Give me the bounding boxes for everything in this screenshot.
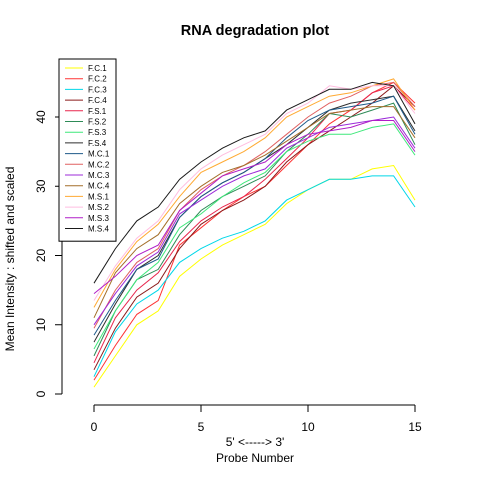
- series-line-m-s-1: [93, 78, 416, 308]
- legend-label: M.S.3: [88, 214, 109, 223]
- x-tick-label: 0: [91, 420, 98, 434]
- legend-label: M.S.2: [88, 203, 109, 212]
- x-axis-label-top: 5' <-----> 3': [226, 435, 285, 449]
- y-tick-label: 20: [34, 249, 48, 263]
- legend-label: M.S.4: [88, 225, 109, 234]
- series-line-m-c-1: [93, 95, 416, 336]
- legend-label: M.S.1: [88, 192, 109, 201]
- legend-label: F.C.2: [88, 75, 107, 84]
- legend-label: F.C.4: [88, 96, 107, 105]
- y-tick-label: 30: [34, 179, 48, 193]
- x-axis: 0 5 10 15: [91, 404, 422, 434]
- series-line-m-c-3: [93, 116, 416, 326]
- legend-label: F.C.1: [88, 64, 107, 73]
- series-line-f-c-4: [93, 85, 416, 371]
- series-line-m-c-2: [93, 81, 416, 329]
- series-line-f-c-3: [93, 175, 416, 377]
- legend-label: F.C.3: [88, 85, 107, 94]
- series-line-f-s-3: [93, 123, 416, 350]
- series-line-f-c-2: [93, 81, 416, 381]
- series-line-m-c-4: [93, 106, 416, 319]
- series-line-f-s-2: [93, 102, 416, 357]
- series-line-m-s-2: [93, 85, 416, 301]
- x-tick-label: 5: [198, 420, 205, 434]
- series-line-f-s-4: [93, 95, 416, 343]
- series-line-f-c-1: [93, 164, 416, 388]
- series-line-m-s-4: [93, 81, 416, 284]
- series-line-m-s-3: [93, 120, 416, 294]
- y-tick-label: 40: [34, 110, 48, 124]
- y-axis: 0 10 20 30 40: [34, 110, 63, 397]
- legend-label: F.S.1: [88, 107, 107, 116]
- legend-label: M.C.2: [88, 160, 110, 169]
- x-tick-label: 15: [408, 420, 422, 434]
- chart-title: RNA degradation plot: [181, 23, 330, 39]
- plot-area: [93, 78, 416, 388]
- legend-label: M.C.4: [88, 182, 110, 191]
- legend-label: M.C.3: [88, 171, 110, 180]
- legend-label: F.S.4: [88, 139, 107, 148]
- y-tick-label: 0: [34, 390, 48, 397]
- legend-label: F.S.3: [88, 128, 107, 137]
- legend-label: M.C.1: [88, 150, 110, 159]
- x-tick-label: 10: [301, 420, 315, 434]
- x-axis-label: Probe Number: [216, 451, 294, 465]
- y-tick-label: 10: [34, 318, 48, 332]
- y-axis-label: Mean Intensity : shifted and scaled: [3, 167, 17, 352]
- legend-label: F.S.2: [88, 118, 107, 127]
- legend: F.C.1 F.C.2F.C.3 F.C.4 F.S.1 F.S.2F.S.3 F.S.4…: [58, 58, 117, 242]
